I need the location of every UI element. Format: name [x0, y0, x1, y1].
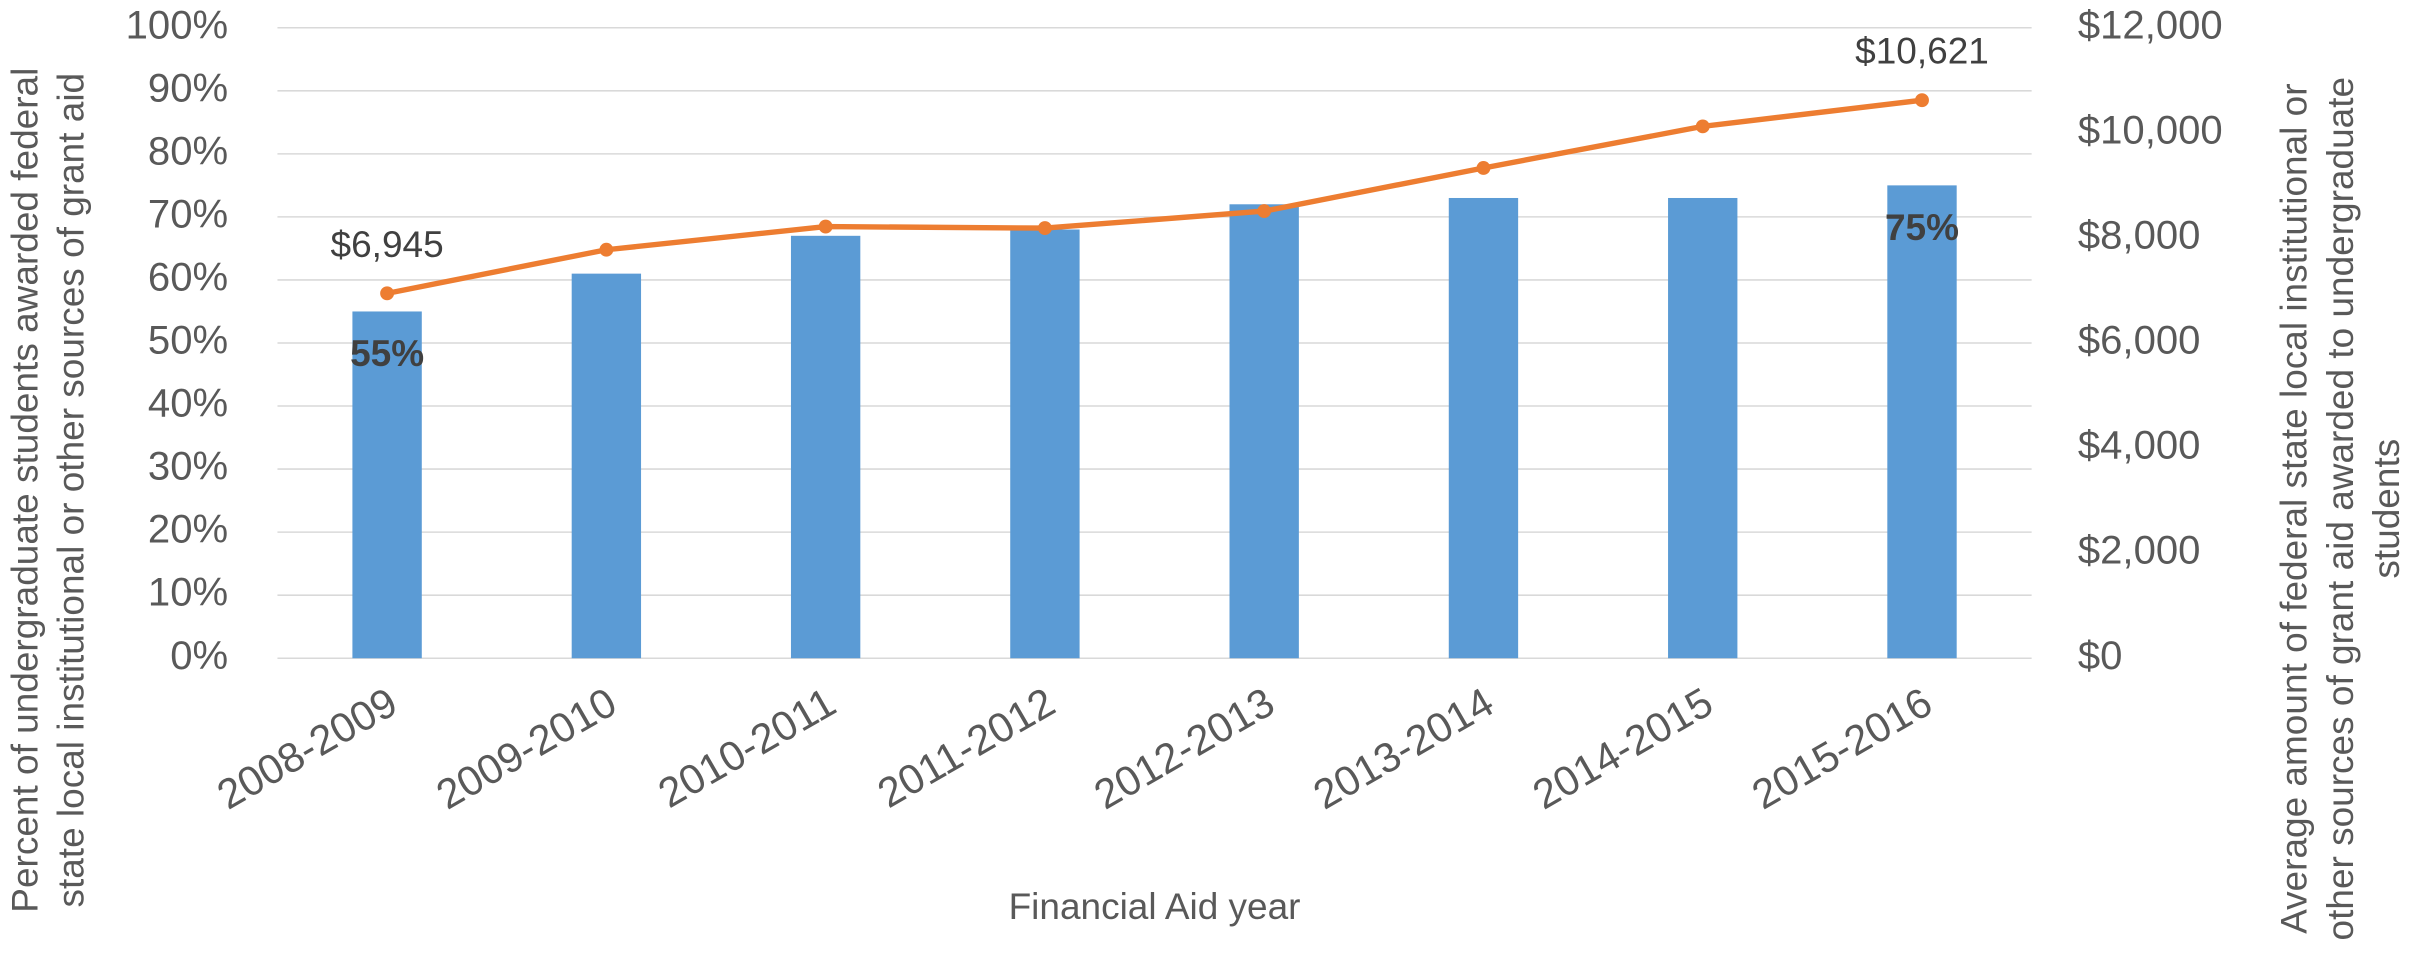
bar	[1010, 229, 1080, 659]
y2-tick-label: $10,000	[2078, 108, 2223, 152]
y-tick-label: 90%	[148, 66, 228, 110]
y-tick-label: 80%	[148, 129, 228, 173]
y-tick-label: 50%	[148, 319, 228, 363]
x-tick-label: 2011-2012	[869, 678, 1062, 817]
bar	[352, 311, 422, 659]
line-point	[1695, 119, 1710, 134]
line-value-label: $6,945	[331, 224, 444, 265]
y-axis-label: state local institutional or other sourc…	[51, 73, 92, 908]
y2-axis-label: students	[2366, 439, 2407, 579]
y-tick-label: 70%	[148, 192, 228, 236]
x-axis-label: Financial Aid year	[1009, 886, 1301, 927]
bar	[571, 273, 642, 659]
x-tick-label: 2014-2015	[1525, 678, 1721, 818]
line-point	[599, 242, 614, 257]
bar-value-label: 55%	[350, 333, 424, 374]
y-tick-label: 30%	[148, 445, 228, 489]
bar-value-label: 75%	[1885, 207, 1959, 248]
bar	[1229, 204, 1299, 659]
y-tick-label: 20%	[148, 508, 228, 552]
y2-tick-label: $2,000	[2078, 529, 2201, 573]
x-tick-label: 2009-2010	[428, 678, 624, 818]
y-tick-label: 100%	[126, 3, 228, 47]
y-axis-label: Percent of undergraduate students awarde…	[5, 68, 46, 913]
line-point	[818, 219, 833, 234]
y2-axis-label: other sources of grant aid awarded to un…	[2320, 77, 2361, 941]
y2-tick-label: $4,000	[2078, 424, 2201, 468]
y2-axis-label: Average amount of federal state local in…	[2274, 83, 2315, 933]
line-point	[1915, 93, 1929, 108]
y2-tick-label: $0	[2078, 634, 2123, 678]
y2-tick-label: $8,000	[2078, 213, 2201, 257]
line-value-label: $10,621	[1855, 31, 1989, 72]
x-tick-label: 2013-2014	[1305, 678, 1501, 818]
line-point	[1037, 221, 1052, 236]
y-tick-label: 10%	[148, 571, 228, 615]
line-point	[1257, 204, 1272, 219]
x-tick-label: 2012-2013	[1086, 678, 1282, 818]
y-tick-label: 40%	[148, 382, 228, 426]
bar	[1887, 185, 1957, 659]
x-tick-label: 2008-2009	[209, 678, 405, 818]
y2-tick-label: $6,000	[2078, 319, 2201, 363]
bar	[790, 235, 861, 659]
line	[386, 97, 1923, 296]
y-tick-label: 0%	[170, 634, 228, 678]
y-tick-label: 60%	[148, 256, 228, 300]
line-point	[380, 286, 395, 301]
line-point	[1476, 161, 1491, 175]
y2-tick-label: $12,000	[2078, 3, 2223, 47]
bar	[1448, 197, 1519, 659]
bar	[1668, 197, 1738, 659]
x-tick-label: 2010-2011	[650, 678, 843, 817]
x-tick-label: 2015-2016	[1744, 678, 1940, 818]
